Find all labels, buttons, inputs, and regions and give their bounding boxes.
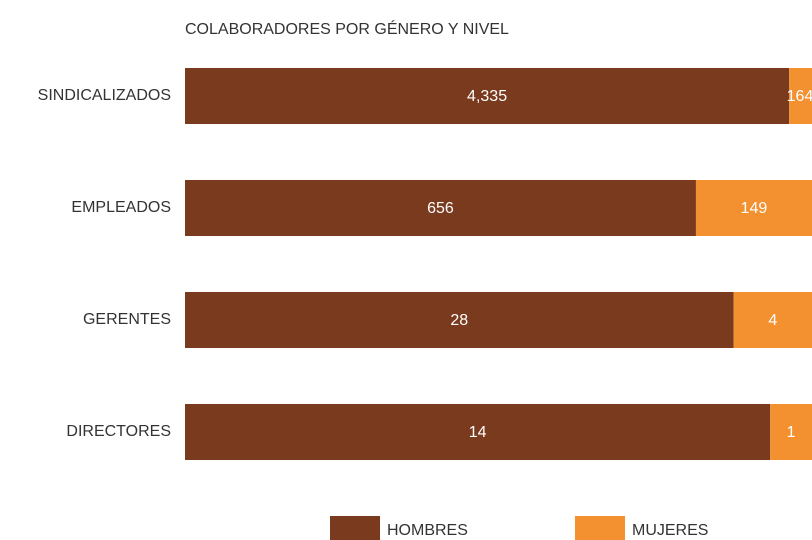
legend-swatch: [330, 516, 380, 540]
chart-title: COLABORADORES POR GÉNERO Y NIVEL: [185, 19, 509, 38]
data-label: 4: [768, 312, 777, 329]
bar-segment: [185, 404, 771, 460]
data-label: 164: [787, 88, 812, 105]
legend-swatch: [575, 516, 625, 540]
legend-label: MUJERES: [632, 522, 708, 539]
bar-segment: [733, 292, 812, 348]
bar-segment: [185, 68, 790, 124]
legend-label: HOMBRES: [387, 522, 468, 539]
data-label: 28: [450, 312, 468, 329]
data-label: 4,335: [467, 88, 507, 105]
y-tick-label: GERENTES: [83, 311, 171, 328]
y-tick-label: SINDICALIZADOS: [38, 87, 171, 104]
bar-segment: [770, 404, 812, 460]
bar-segment: [185, 292, 734, 348]
data-label: 656: [427, 200, 454, 217]
bar-segment: [695, 180, 812, 236]
data-label: 14: [469, 424, 487, 441]
bar-segment: [185, 180, 696, 236]
bar-segment: [789, 68, 812, 124]
y-tick-label: DIRECTORES: [66, 423, 171, 440]
data-label: 149: [741, 200, 768, 217]
y-tick-label: EMPLEADOS: [71, 199, 171, 216]
data-label: 1: [787, 424, 796, 441]
